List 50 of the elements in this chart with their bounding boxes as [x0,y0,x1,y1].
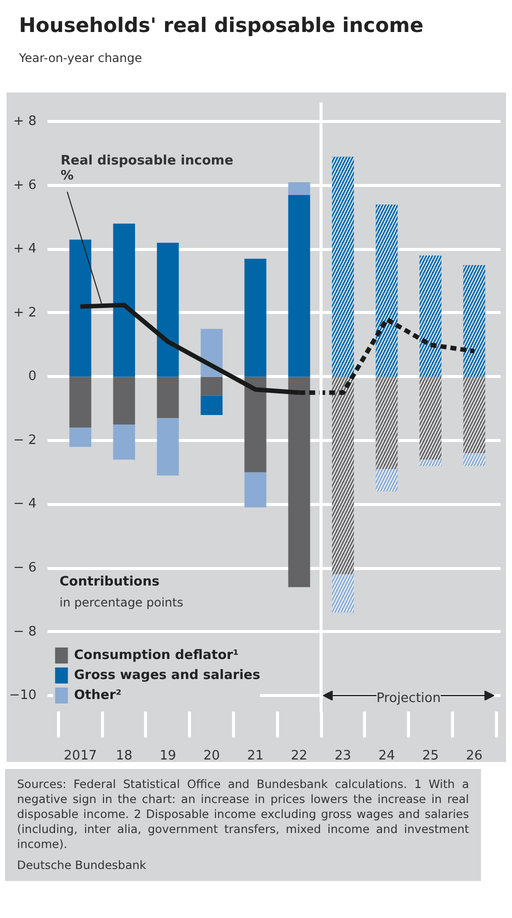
legend-title: Contributions [60,574,160,590]
y-tick-label: − 8 [13,624,36,640]
x-tick-label: 23 [334,748,352,764]
bar [69,240,92,377]
bar [156,242,179,377]
y-tick-label: + 8 [13,114,36,130]
bar [288,376,310,588]
legend-label: Other² [74,686,122,704]
ref-line-label: Projection [376,691,441,706]
bar [69,428,92,447]
bar [244,472,266,508]
x-tick-label: 2017 [64,748,97,764]
x-tick-label: 22 [290,748,308,764]
text: Sources: Federal Statistical Office and Bundesbank calculations. 1 With a [17,777,469,791]
annotation: in percentage points [60,596,184,610]
y-tick-label: −10 [9,688,37,704]
y-tick-label: − 2 [13,432,36,448]
bar [69,376,92,428]
chart-subtitle: Year-on-year change [18,50,144,67]
bar [288,194,310,377]
text: negative sign in the chart: an increase in prices lowers the increase in real disposable income. 2 Disposable income excluding gross wages and salaries [17,792,469,821]
chart-title: Households' real disposable income [18,12,424,39]
bar [113,424,136,460]
y-tick-label: 0 [28,369,37,384]
legend-label: Gross wages and salaries [74,666,260,684]
bar [156,418,179,476]
bar [288,182,310,195]
y-tick-label: + 4 [13,242,36,257]
bar [156,376,179,418]
text: (including, inter alia, government transfers, mixed income and investment income). [17,822,469,851]
x-tick-label: 25 [422,748,439,764]
x-tick-label: 18 [116,748,132,764]
bar [113,224,136,377]
bar [113,376,136,425]
x-tick-label: 20 [203,748,220,764]
y-tick-label: − 6 [13,560,36,576]
bar [244,258,266,377]
y-tick-label: − 4 [13,496,36,512]
x-tick-label: 24 [378,748,395,764]
x-tick-label: 26 [466,748,483,764]
text: Deutsche Bundesbank [17,858,148,873]
y-tick-label: + 6 [13,178,36,193]
x-tick-label: 19 [160,748,176,764]
bar [200,376,223,396]
text: Real disposable income % [60,154,234,184]
bar [200,396,223,415]
x-tick-label: 21 [247,748,264,764]
legend-label: Consumption deflator¹ [74,646,239,664]
y-tick-label: + 2 [13,305,36,320]
bar [244,376,266,472]
